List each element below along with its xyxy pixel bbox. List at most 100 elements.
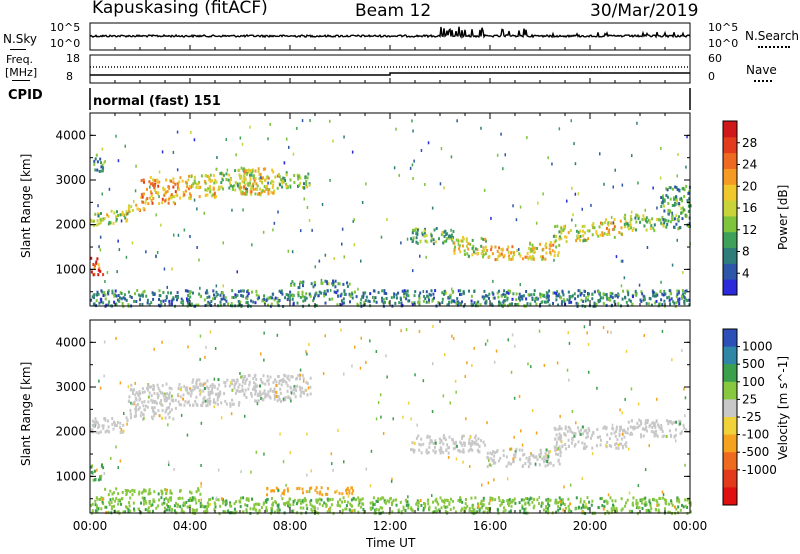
heatmap-cell [424,502,427,506]
heatmap-cell [222,294,225,298]
heatmap-cell [472,244,475,248]
scatter-cell [193,198,196,202]
heatmap-cell [267,382,270,386]
heatmap-cell [278,175,281,179]
heatmap-cell [449,508,452,512]
scatter-cell [452,237,454,241]
heatmap-cell [306,507,309,511]
heatmap-cell [93,159,96,163]
heatmap-cell [101,163,104,167]
heatmap-cell [638,424,641,428]
scatter-cell [321,203,324,206]
heatmap-cell [136,289,139,292]
heatmap-cell [250,391,253,395]
heatmap-cell [221,172,224,176]
heatmap-cell [335,489,338,493]
heatmap-cell [141,302,144,306]
heatmap-cell [334,279,337,283]
heatmap-cell [192,378,195,382]
heatmap-cell [90,298,93,302]
heatmap-cell [340,303,343,307]
heatmap-cell [141,496,144,500]
heatmap-cell [343,293,346,296]
heatmap-cell [471,253,474,257]
heatmap-cell [127,290,130,294]
heatmap-cell [90,429,93,433]
heatmap-cell [593,226,596,230]
heatmap-cell [294,387,297,390]
heatmap-cell [331,297,334,301]
heatmap-cell [145,501,148,505]
heatmap-cell [218,383,221,387]
scatter-cell [186,433,189,437]
heatmap-cell [280,290,282,294]
heatmap-cell [670,499,673,503]
heatmap-cell [272,380,275,384]
heatmap-cell [272,184,275,187]
heatmap-cell [255,293,258,297]
scatter-cell [306,352,308,356]
scatter-cell [567,331,569,335]
heatmap-cell [188,192,191,196]
heatmap-cell [97,426,100,429]
heatmap-cell [250,185,253,188]
heatmap-cell [345,504,348,508]
heatmap-cell [245,396,248,399]
heatmap-cell [224,381,227,385]
heatmap-cell [92,263,95,266]
heatmap-cell [250,299,253,303]
scatter-cell [680,196,683,200]
heatmap-cell [278,172,280,176]
heatmap-cell [436,500,439,504]
heatmap-cell [586,431,588,435]
scatter-cell [287,249,290,253]
heatmap-cell [316,507,319,511]
heatmap-cell [203,298,206,302]
heatmap-cell [140,195,143,199]
heatmap-cell [552,302,554,305]
heatmap-cell [199,505,202,509]
heatmap-cell [614,499,617,503]
heatmap-cell [233,379,236,383]
heatmap-cell [551,249,554,253]
heatmap-cell [434,510,437,514]
heatmap-cell [315,498,318,502]
heatmap-cell [549,461,552,465]
heatmap-cell [225,178,228,182]
scatter-cell [198,258,200,262]
heatmap-cell [203,395,206,399]
scatter-cell [289,451,291,455]
heatmap-cell [184,386,187,390]
heatmap-cell [153,391,156,395]
heatmap-cell [540,301,543,305]
heatmap-cell [100,496,103,500]
heatmap-cell [253,180,256,184]
heatmap-cell [342,496,345,500]
heatmap-cell [303,186,306,190]
heatmap-cell [486,465,489,469]
scatter-cell [416,423,418,427]
scatter-cell [353,218,355,222]
heatmap-cell [613,300,616,303]
heatmap-cell [318,497,321,501]
heatmap-cell [610,432,613,436]
scatter-cell [103,374,105,378]
heatmap-cell [473,441,475,444]
heatmap-cell [345,491,348,495]
heatmap-cell [278,397,281,401]
heatmap-cell [483,248,486,252]
heatmap-cell [187,178,190,182]
heatmap-cell [446,303,449,307]
heatmap-cell [521,297,524,301]
heatmap-cell [217,392,220,396]
heatmap-cell [321,493,324,497]
heatmap-cell [558,426,561,430]
heatmap-cell [577,236,580,240]
heatmap-cell [179,395,182,399]
heatmap-cell [645,503,648,507]
heatmap-cell [113,300,116,304]
velocity-colorbar-tick-label: -1000 [742,463,777,477]
heatmap-cell [557,458,560,462]
heatmap-cell [229,184,232,188]
